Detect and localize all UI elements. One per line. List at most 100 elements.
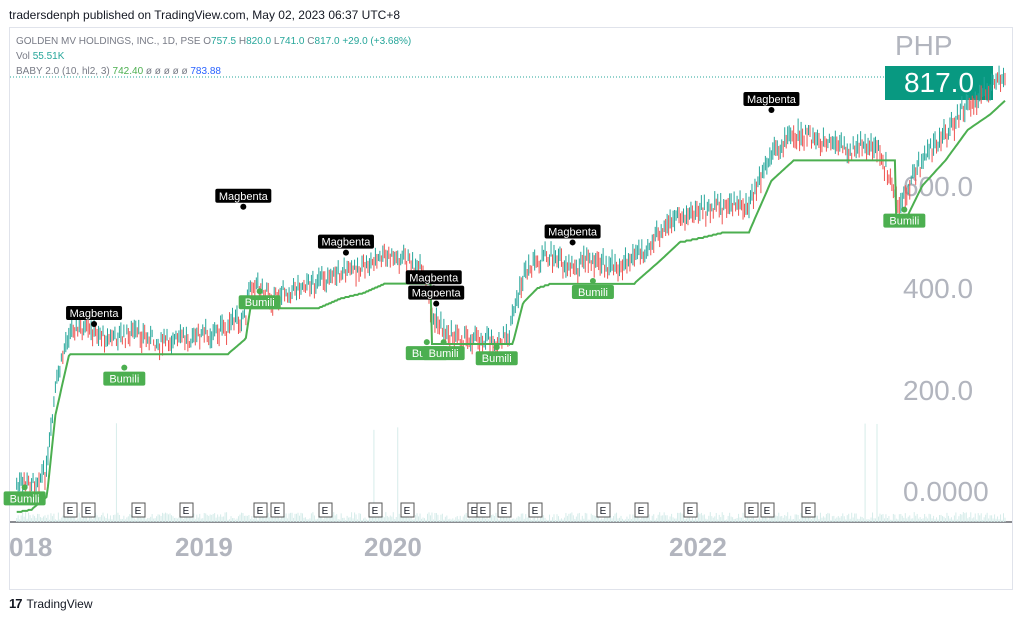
earnings-marker: E — [501, 506, 508, 517]
low-value: 741.0 — [279, 36, 305, 47]
buy-signal-label: Bumili — [482, 353, 512, 365]
earnings-marker-box — [476, 502, 491, 518]
signal-marker-dot — [430, 285, 437, 292]
indicator-label: BABY 2.0 (10, hl2, 3) — [16, 66, 110, 77]
signal-marker-dot — [569, 239, 576, 246]
buy-signal-label: Bumili — [578, 287, 608, 299]
earnings-marker-box — [63, 502, 78, 518]
signal-marker-dot — [440, 339, 447, 346]
currency-label: PHP — [895, 30, 953, 61]
earnings-marker: E — [638, 506, 645, 517]
earnings-marker: E — [471, 506, 478, 517]
chart-frame — [9, 27, 1013, 590]
close-value: 817.0 — [314, 36, 340, 47]
buy-signal-badge — [238, 295, 281, 310]
buy-signal-badge — [422, 346, 465, 361]
earnings-marker-box — [634, 502, 649, 518]
earnings-marker-box — [683, 502, 698, 518]
sell-signal-label: Magbenta — [548, 226, 598, 238]
x-tick-2019: 2019 — [175, 532, 233, 562]
symbol-legend: GOLDEN MV HOLDINGS, INC., 1D, PSE O757.5… — [16, 36, 411, 47]
earnings-marker: E — [764, 506, 771, 517]
symbol-title: GOLDEN MV HOLDINGS, INC., 1D, PSE — [16, 36, 201, 47]
earnings-marker-box — [744, 502, 759, 518]
signal-marker-dot — [342, 249, 349, 256]
support-trailing-line — [16, 99, 1006, 513]
publish-line: tradersdenph published on TradingView.co… — [9, 8, 401, 22]
x-tick-2018: 018 — [9, 532, 53, 562]
earnings-marker: E — [532, 506, 539, 517]
earnings-marker-box — [270, 502, 285, 518]
earnings-marker-box — [497, 502, 512, 518]
earnings-marker: E — [85, 506, 92, 517]
signal-marker-dot — [240, 203, 247, 210]
indicator-legend: BABY 2.0 (10, hl2, 3) 742.40 ø ø ø ø ø 7… — [16, 66, 221, 77]
volume-value: 55.51K — [32, 51, 65, 62]
signal-marker-dot — [493, 344, 500, 351]
earnings-marker-box — [179, 502, 194, 518]
sell-signal-label: Magbenta — [747, 94, 797, 106]
buy-signal-badge — [571, 285, 614, 300]
open-label: O — [203, 36, 212, 47]
sell-signal-label: Magbenta — [70, 308, 120, 320]
y-tick-400: 400.0 — [903, 273, 974, 304]
sell-signal-badge — [408, 285, 465, 300]
buy-signal-badge — [3, 491, 46, 506]
signal-marker-dot — [121, 364, 128, 371]
x-tick-2020: 2020 — [364, 532, 422, 562]
buy-signal-label: Bumili — [109, 374, 139, 386]
earnings-marker: E — [274, 506, 281, 517]
open-value: 757.5 — [211, 36, 237, 47]
earnings-marker-box — [368, 502, 383, 518]
indicator-empty-values: ø ø ø ø ø — [145, 66, 188, 77]
high-label: H — [238, 36, 247, 47]
earnings-marker: E — [322, 506, 329, 517]
buy-signal-badge — [475, 351, 518, 366]
sell-signal-label: Magbenta — [412, 288, 462, 300]
volume-label: Vol — [16, 51, 30, 62]
earnings-marker-box — [801, 502, 816, 518]
signal-marker-dot — [21, 484, 28, 491]
earnings-marker: E — [404, 506, 411, 517]
y-tick-200: 200.0 — [903, 375, 974, 406]
earnings-marker: E — [600, 506, 607, 517]
y-tick-0: 0.0000 — [903, 476, 989, 507]
earnings-marker: E — [372, 506, 379, 517]
signal-marker-dot — [423, 339, 430, 346]
sell-signal-badge — [317, 234, 374, 249]
buy-signal-badge — [103, 371, 146, 386]
x-tick-2022: 2022 — [669, 532, 727, 562]
buy-signal-label: Bumili — [429, 348, 459, 360]
earnings-marker-box — [81, 502, 96, 518]
earnings-marker-box — [253, 502, 268, 518]
high-value: 820.0 — [246, 36, 272, 47]
buy-signal-label: Bumili — [245, 297, 275, 309]
sell-signal-badge — [66, 305, 123, 320]
sell-signal-label: Magbenta — [219, 191, 269, 203]
buy-signal-label: Bumili — [889, 216, 919, 228]
signal-marker-dot — [433, 300, 440, 307]
earnings-marker-box — [400, 502, 415, 518]
last-price-badge: 817.0 — [885, 66, 993, 100]
signal-marker-dot — [768, 106, 775, 113]
earnings-marker: E — [687, 506, 694, 517]
change-value: +29.0 (+3.68%) — [342, 36, 412, 47]
sell-signal-badge — [544, 224, 601, 239]
signal-marker-dot — [901, 206, 908, 213]
buy-signal-label: Bumili — [10, 493, 40, 505]
sell-signal-badge — [743, 91, 800, 106]
footer: 17 TradingView — [9, 596, 93, 611]
earnings-marker: E — [748, 506, 755, 517]
earnings-marker: E — [183, 506, 190, 517]
earnings-marker: E — [257, 506, 264, 517]
signal-marker-dot — [589, 278, 596, 285]
sell-signal-label: Magbenta — [409, 272, 459, 284]
low-label: L — [273, 36, 280, 47]
sell-signal-badge — [215, 188, 272, 203]
signal-marker-dot — [256, 288, 263, 295]
buy-signal-badge — [883, 213, 926, 228]
sell-signal-label: Magbenta — [321, 237, 371, 249]
earnings-marker-box — [528, 502, 543, 518]
indicator-value-2: 783.88 — [190, 66, 221, 77]
